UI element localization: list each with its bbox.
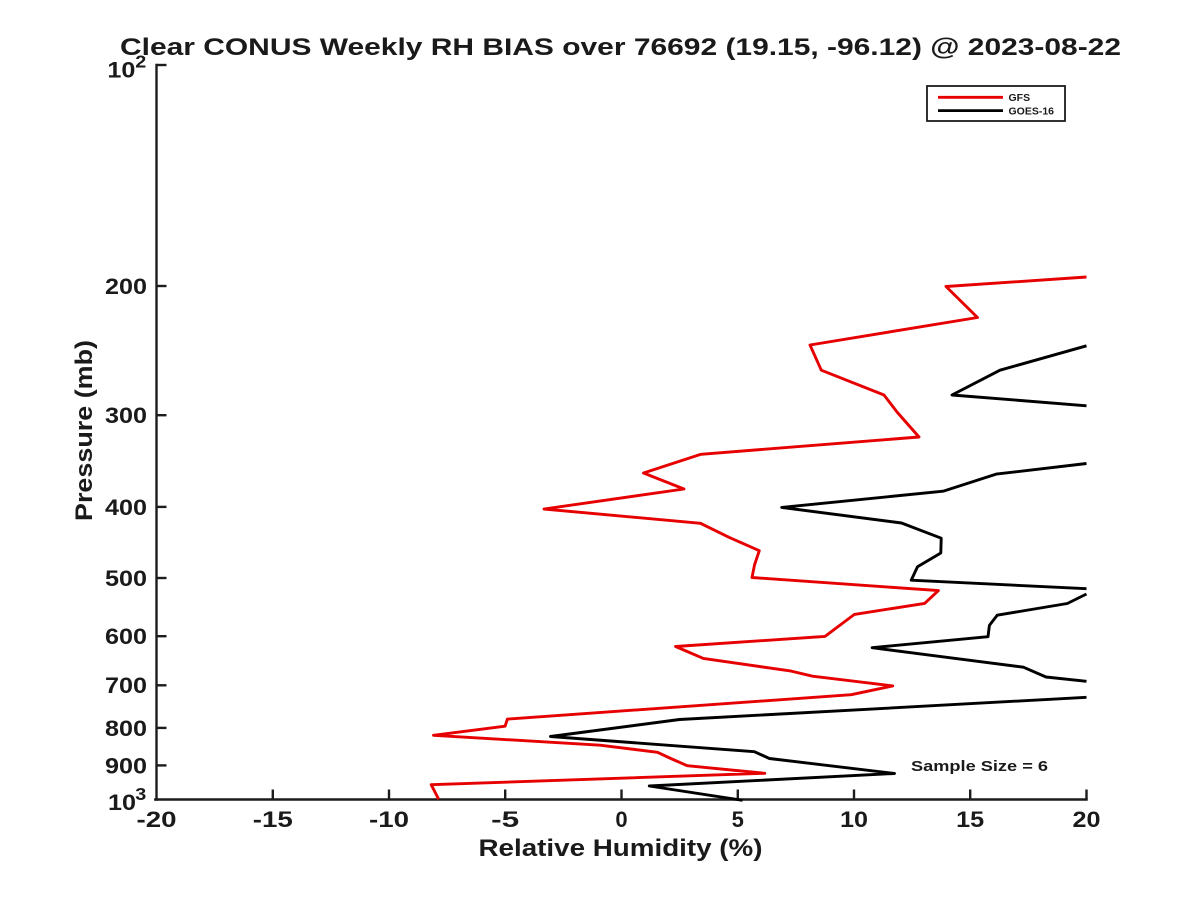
svg-text:Relative Humidity (%): Relative Humidity (%) <box>479 835 763 862</box>
svg-text:-15: -15 <box>253 807 293 832</box>
svg-text:-10: -10 <box>369 807 409 832</box>
svg-text:3: 3 <box>135 784 146 804</box>
svg-text:20: 20 <box>1073 807 1101 832</box>
svg-text:200: 200 <box>105 274 147 299</box>
svg-text:-5: -5 <box>491 807 519 832</box>
svg-text:10: 10 <box>840 807 868 832</box>
svg-text:500: 500 <box>105 566 147 591</box>
svg-text:GFS: GFS <box>1009 92 1031 104</box>
svg-text:5: 5 <box>732 807 744 832</box>
svg-text:-20: -20 <box>137 807 177 832</box>
svg-text:300: 300 <box>105 403 147 428</box>
svg-text:700: 700 <box>105 673 147 698</box>
svg-text:Pressure (mb): Pressure (mb) <box>71 340 98 521</box>
svg-text:10: 10 <box>108 790 136 815</box>
svg-text:Clear CONUS Weekly RH BIAS ove: Clear CONUS Weekly RH BIAS over 76692 (1… <box>120 34 1121 61</box>
svg-text:600: 600 <box>105 624 147 649</box>
svg-text:0: 0 <box>615 807 627 832</box>
svg-text:800: 800 <box>105 716 147 741</box>
svg-text:10: 10 <box>107 58 135 83</box>
svg-text:GOES-16: GOES-16 <box>1009 105 1055 117</box>
svg-text:400: 400 <box>105 495 147 520</box>
svg-text:15: 15 <box>956 807 984 832</box>
svg-text:900: 900 <box>105 753 147 778</box>
svg-text:Sample Size = 6: Sample Size = 6 <box>911 758 1048 775</box>
svg-text:2: 2 <box>135 52 146 72</box>
